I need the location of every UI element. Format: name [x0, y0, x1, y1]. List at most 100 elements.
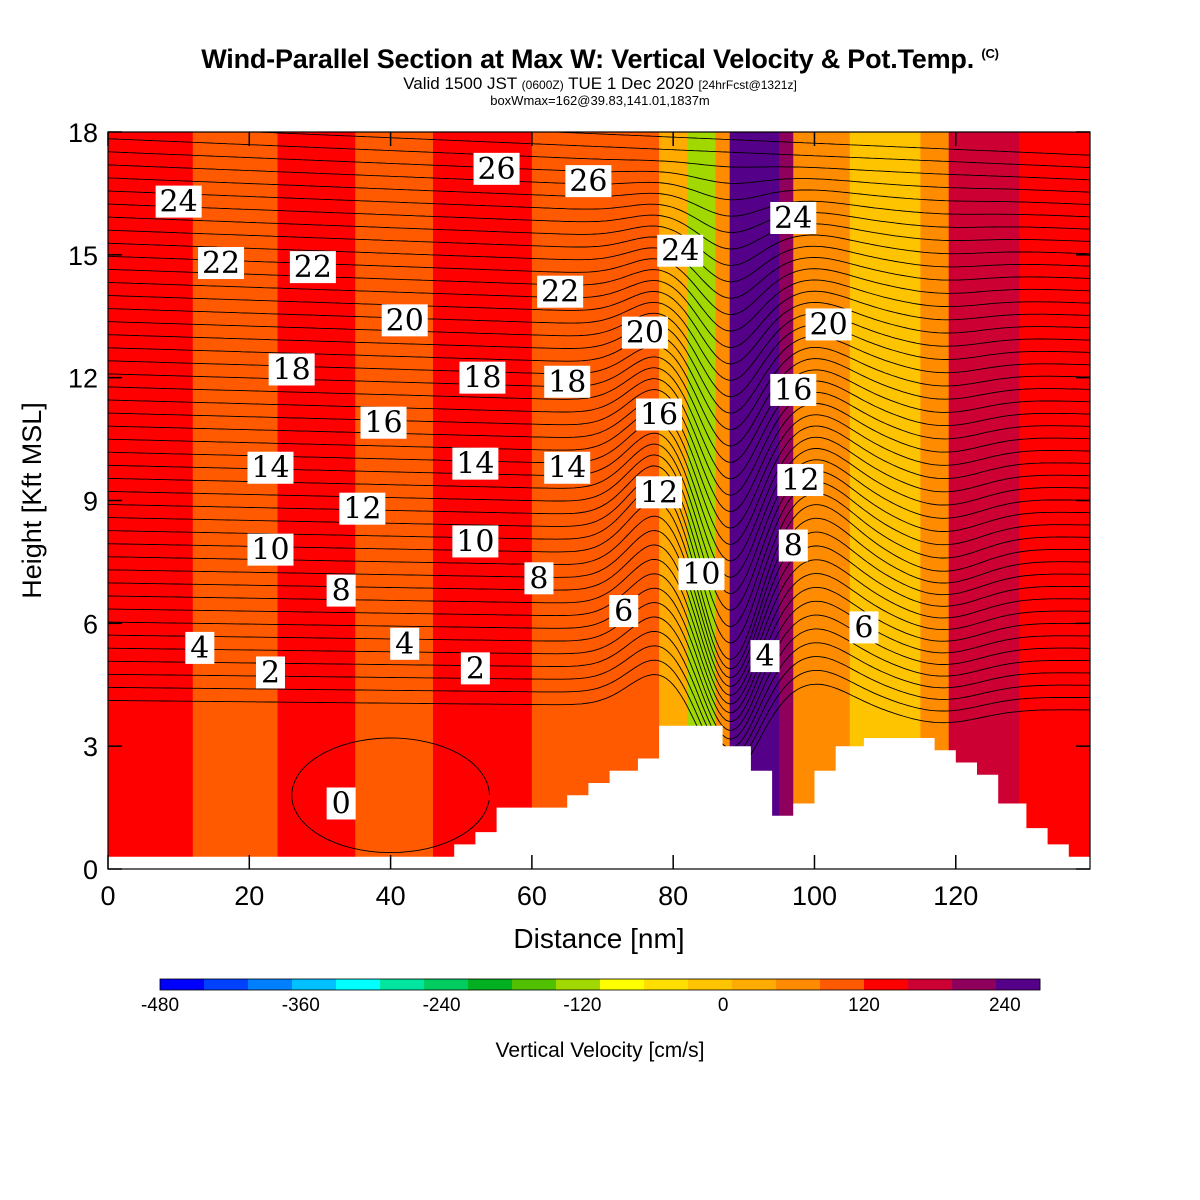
contour-label-text: 12	[640, 475, 678, 510]
contour-label-box	[185, 631, 215, 664]
contour-label-text: 6	[854, 610, 873, 645]
contour-label-box	[565, 165, 612, 198]
x-tick-label: 20	[234, 881, 264, 911]
contour-label-box	[524, 562, 554, 595]
theta-contour-line	[108, 367, 1090, 480]
colorbar-swatch	[820, 979, 865, 990]
colorbar-tick-label: 240	[989, 995, 1021, 1016]
contour-label: 22	[289, 250, 336, 285]
contour-label: 2	[460, 651, 490, 686]
colorbar-swatch	[776, 979, 821, 990]
contour-label: 10	[678, 557, 725, 592]
forecast-info: [24hrFcst@1321z]	[698, 78, 797, 92]
contour-label: 16	[360, 406, 407, 441]
theta-contour-line	[108, 400, 1090, 529]
contour-label-box	[678, 558, 725, 591]
contour-label-text: 18	[273, 352, 311, 387]
contour-label-text: 20	[810, 307, 848, 342]
colorbar-tick-label: -360	[282, 995, 320, 1016]
contour-label: 20	[621, 316, 668, 351]
contour-label-text: 14	[548, 451, 586, 486]
colorbar-swatch	[336, 979, 381, 990]
theta-contour-line	[108, 255, 1090, 316]
contour-label-text: 18	[548, 365, 586, 400]
box-max-info: boxWmax=162@39.83,141.01,1837m	[490, 93, 710, 108]
velocity-band	[793, 132, 851, 869]
contour-label: 12	[636, 475, 683, 510]
y-tick-label: 0	[83, 855, 98, 885]
contour-label-text: 20	[626, 316, 664, 351]
contour-label-text: 22	[294, 250, 332, 285]
contour-label-box	[621, 316, 668, 349]
contour-label: 26	[565, 164, 612, 199]
theta-contour-line	[108, 216, 1090, 266]
contour-label: 8	[326, 574, 356, 609]
chart-subtitle: Valid 1500 JST (0600Z) TUE 1 Dec 2020 [2…	[0, 74, 1200, 94]
y-tick-label: 6	[83, 609, 98, 639]
contour-label-box	[544, 365, 591, 398]
contour-label-box	[289, 251, 336, 284]
contour-label: 24	[657, 234, 704, 269]
colorbar-swatch	[380, 979, 425, 990]
contour-label-text: 24	[661, 234, 699, 269]
contour-label-text: 20	[386, 303, 424, 338]
contour-label-box	[381, 304, 428, 337]
contour-label-text: 18	[463, 361, 501, 396]
colorbar-frame	[159, 978, 1041, 991]
theta-contour-line	[108, 573, 1090, 714]
contour-label-text: 16	[774, 373, 812, 408]
x-tick-label: 40	[376, 881, 406, 911]
x-tick-label: 0	[100, 881, 115, 911]
colorbar-label: Vertical Velocity [cm/s]	[496, 1039, 705, 1062]
contour-label: 10	[247, 533, 294, 568]
contour-label: 22	[537, 275, 584, 310]
theta-contour-line	[108, 659, 1090, 766]
contour-label-box	[657, 234, 704, 267]
contour-label-text: 16	[364, 406, 402, 441]
colorbar-swatch	[732, 979, 777, 990]
y-tick-label: 18	[68, 118, 98, 148]
contour-label-text: 22	[202, 246, 240, 281]
contour-label-text: 6	[614, 594, 633, 629]
contour-label-box	[459, 361, 506, 394]
theta-contour-line	[108, 378, 1090, 496]
theta-contour-line	[108, 312, 1090, 398]
colorbar-swatch	[204, 979, 249, 990]
zero-contour	[291, 737, 490, 854]
contour-label-box	[155, 185, 202, 218]
contour-label-text: 14	[251, 451, 289, 486]
copyright-mark: (C)	[981, 46, 999, 61]
colorbar: -480 -360 -240 -120 0 120 240 Vertical Velocity…	[141, 978, 1041, 1062]
valid-time: Valid 1500 JST	[403, 74, 517, 93]
contour-label-text: 4	[190, 631, 209, 666]
theta-contour-line	[108, 280, 1090, 348]
x-axis-label: Distance [nm]	[513, 923, 684, 954]
theta-contour-line	[108, 602, 1090, 731]
contour-label-box	[268, 353, 315, 386]
contour-label: 20	[381, 303, 428, 338]
colorbar-tick-label: 0	[718, 995, 729, 1016]
theta-contour-line	[108, 138, 1090, 181]
theta-contour-line	[108, 558, 1090, 705]
colorbar-tick-label: -240	[423, 995, 461, 1016]
contour-label-box	[198, 247, 245, 280]
contour-label-text: 14	[456, 447, 494, 482]
contour-label-box	[770, 373, 817, 406]
contour-label-text: 26	[477, 152, 515, 187]
contour-label-text: 10	[682, 557, 720, 592]
contour-label: 4	[390, 627, 420, 662]
theta-contour-line	[108, 334, 1090, 431]
contour-label-box	[544, 451, 591, 484]
velocity-band	[948, 132, 1020, 869]
contour-label: 18	[268, 352, 315, 387]
contour-label: 10	[452, 524, 499, 559]
contour-label: 2	[255, 655, 285, 690]
contour-label-box	[609, 595, 639, 628]
colorbar-swatch	[600, 979, 645, 990]
colorbar-tick-label: 120	[848, 995, 880, 1016]
contour-label: 18	[459, 361, 506, 396]
